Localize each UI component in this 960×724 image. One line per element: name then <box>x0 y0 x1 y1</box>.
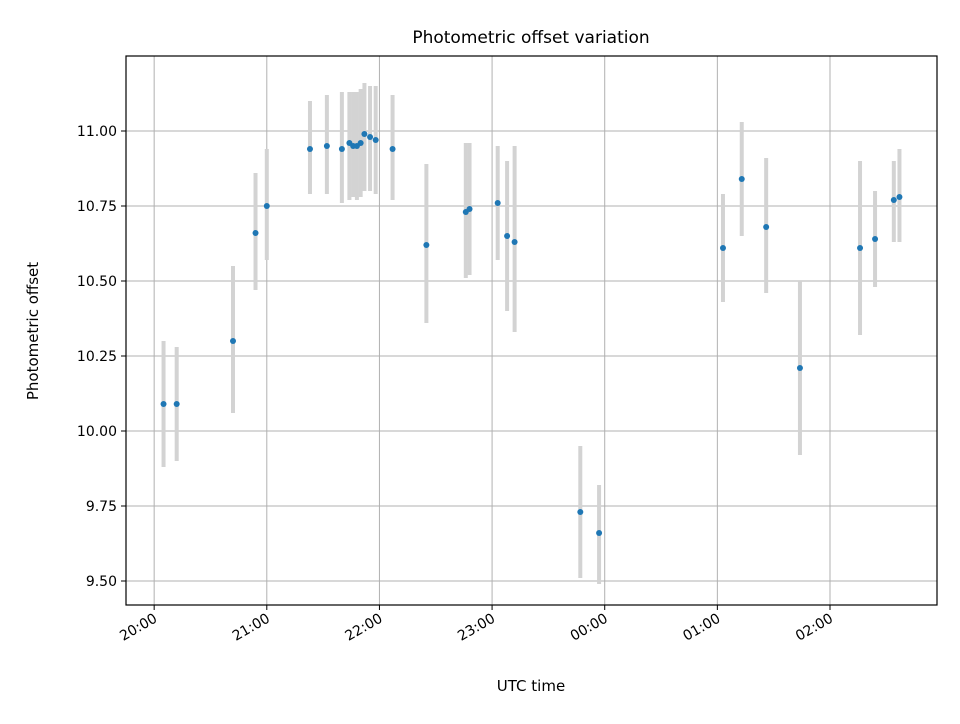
data-point <box>338 146 345 152</box>
data-point <box>263 203 270 209</box>
data-point <box>504 233 511 239</box>
plot-frame <box>125 55 938 606</box>
data-point <box>511 239 518 245</box>
data-point <box>890 197 897 203</box>
data-point <box>738 176 745 182</box>
data-point <box>372 137 379 143</box>
data-point <box>466 206 473 212</box>
data-point <box>857 245 864 251</box>
data-point <box>872 236 879 242</box>
data-point <box>389 146 396 152</box>
data-point <box>896 194 903 200</box>
data-point <box>494 200 501 206</box>
data-point <box>306 146 313 152</box>
data-point <box>367 134 374 140</box>
data-point <box>423 242 430 248</box>
data-point <box>323 143 330 149</box>
data-point <box>763 224 770 230</box>
x-axis-label: UTC time <box>497 677 565 695</box>
y-tick-label: 10.50 <box>77 274 117 290</box>
y-tick-label: 9.50 <box>86 574 117 590</box>
data-point <box>173 401 180 407</box>
data-point <box>796 365 803 371</box>
data-point <box>160 401 167 407</box>
grid <box>126 56 937 605</box>
data-point <box>252 230 259 236</box>
data-point <box>357 140 364 146</box>
data-point <box>577 509 584 515</box>
y-axis-label: Photometric offset <box>24 262 42 400</box>
chart-title: Photometric offset variation <box>412 28 649 48</box>
y-tick-label: 10.75 <box>77 199 117 215</box>
data-points <box>160 131 903 536</box>
data-point <box>230 338 237 344</box>
data-point <box>719 245 726 251</box>
y-tick-label: 10.00 <box>77 424 117 440</box>
y-tick-label: 11.00 <box>77 124 117 140</box>
data-point <box>361 131 368 137</box>
y-tick-label: 9.75 <box>86 499 117 515</box>
y-tick-label: 10.25 <box>77 349 117 365</box>
data-point <box>596 530 603 536</box>
y-axis-ticks: 9.50 9.75 10.00 10.25 10.50 10.75 11.00 <box>77 124 126 590</box>
